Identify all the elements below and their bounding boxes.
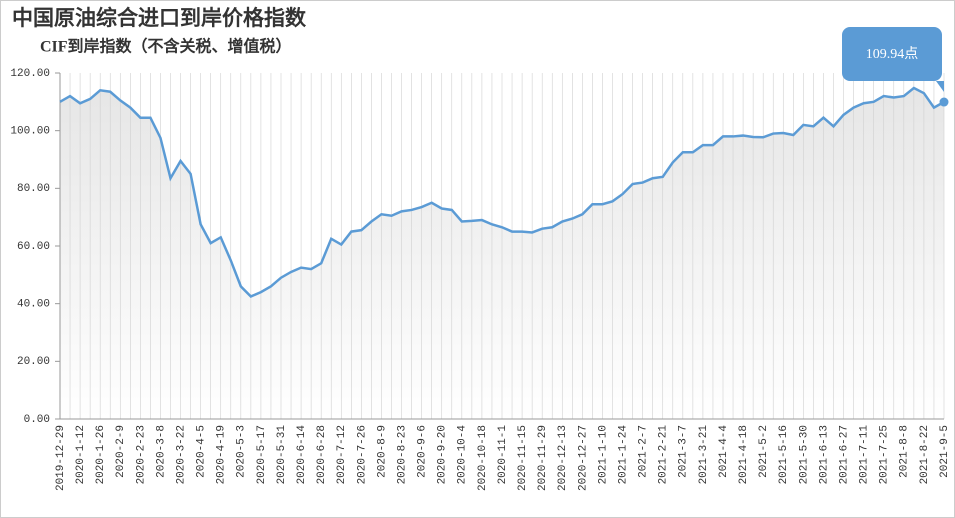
y-tick-label: 120.00 xyxy=(10,68,50,80)
y-tick-label: 80.00 xyxy=(17,183,50,195)
x-tick-label: 2020-6-14 xyxy=(296,425,308,485)
x-tick-label: 2020-8-9 xyxy=(376,425,388,478)
x-tick-label: 2021-7-11 xyxy=(859,425,871,485)
x-tick-label: 2021-7-25 xyxy=(879,425,891,484)
x-tick-label: 2020-5-31 xyxy=(276,425,288,485)
y-tick-label: 20.00 xyxy=(17,356,50,368)
line xyxy=(59,86,945,298)
annotation-pointer xyxy=(936,81,944,92)
x-tick-label: 2021-2-7 xyxy=(638,425,650,478)
x-tick-label: 2020-11-29 xyxy=(537,425,549,491)
x-tick-label: 2020-2-23 xyxy=(135,425,147,484)
x-tick-label: 2020-11-15 xyxy=(517,425,529,491)
plot: 0.00 20.00 40.00 60.00 80.00 100.00 120.00 2019… xyxy=(10,68,951,491)
last-point xyxy=(939,97,949,107)
x-tick-label: 2019-12-29 xyxy=(55,425,67,491)
chart-subtitle: CIF到岸指数（不含关税、增值税） xyxy=(40,37,292,56)
x-tick-label: 2020-1-12 xyxy=(75,425,87,484)
x-tick-label: 2021-4-18 xyxy=(738,425,750,484)
y-tick-label: 60.00 xyxy=(17,241,50,253)
x-tick-label: 2020-4-19 xyxy=(216,425,228,484)
x-tick-label: 2021-5-30 xyxy=(798,425,810,484)
x-tick-label: 2020-5-17 xyxy=(256,425,268,484)
annotation-box xyxy=(842,27,942,81)
x-tick-label: 2021-6-13 xyxy=(818,425,830,484)
chart-title: 中国原油综合进口到岸价格指数 xyxy=(12,6,307,30)
x-tick-label: 2021-2-21 xyxy=(658,425,670,485)
x-tick-label: 2020-4-5 xyxy=(196,425,208,478)
x-tick-label: 2021-8-8 xyxy=(899,425,911,478)
x-tick-label: 2020-10-18 xyxy=(477,425,489,491)
x-tick-label: 2020-1-26 xyxy=(95,425,107,484)
x-tick-label: 2021-4-4 xyxy=(718,425,730,478)
x-tick-label: 2020-10-4 xyxy=(457,425,469,485)
x-tick-label: 2021-5-16 xyxy=(778,425,790,484)
x-tick-label: 2021-1-24 xyxy=(617,425,629,485)
x-tick-label: 2020-9-6 xyxy=(417,425,429,478)
x-tick-label: 2020-12-13 xyxy=(557,425,569,491)
x-tick-label: 2020-5-3 xyxy=(236,425,248,478)
x-tick-label: 2020-8-23 xyxy=(396,425,408,484)
x-tick-label: 2021-1-10 xyxy=(597,425,609,484)
x-tick-label: 2021-3-7 xyxy=(678,425,690,478)
x-tick-label: 2021-5-2 xyxy=(758,425,770,478)
y-tick-label: 40.00 xyxy=(17,299,50,311)
x-tick-label: 2020-11-1 xyxy=(497,425,509,485)
x-tick-label: 2021-9-5 xyxy=(939,425,951,478)
x-tick-label: 2020-6-28 xyxy=(316,425,328,484)
x-tick-label: 2020-7-12 xyxy=(336,425,348,484)
x-tick-label: 2020-2-9 xyxy=(115,425,127,478)
y-tick-label: 100.00 xyxy=(10,126,50,138)
y-tick-label: 0.00 xyxy=(24,414,50,426)
x-tick-label: 2020-3-8 xyxy=(155,425,167,478)
x-tick-label: 2021-6-27 xyxy=(838,425,850,484)
x-tick-label: 2021-3-21 xyxy=(698,425,710,485)
x-tick-label: 2020-12-27 xyxy=(577,425,589,491)
x-tick-label: 2021-8-22 xyxy=(919,425,931,484)
annotation: 109.94点 xyxy=(866,46,919,62)
x-tick-label: 2020-3-22 xyxy=(175,425,187,484)
x-tick-label: 2020-7-26 xyxy=(356,425,368,484)
x-tick-label: 2020-9-20 xyxy=(437,425,449,484)
